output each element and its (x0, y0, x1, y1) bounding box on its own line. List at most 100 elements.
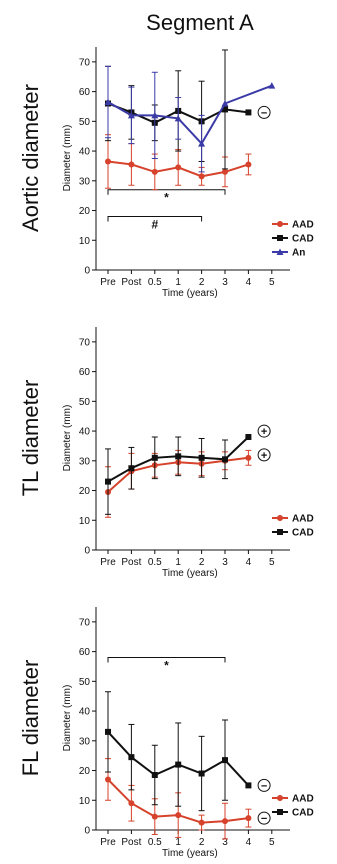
y-tick-label: 10 (79, 796, 91, 807)
y-tick-label: 20 (79, 206, 91, 217)
x-tick-label: 3 (222, 557, 228, 568)
effect-symbol-circle (257, 811, 271, 825)
row-label: TL diameter (18, 380, 43, 497)
data-point (222, 168, 228, 175)
effect-symbol-label: + (261, 450, 267, 462)
y-tick-label: 0 (84, 546, 90, 557)
effect-symbol-label: − (261, 780, 267, 792)
x-tick-label: 4 (246, 837, 252, 848)
effect-symbol-circle (257, 424, 271, 438)
y-tick-label: 60 (79, 87, 91, 98)
legend-marker (277, 809, 283, 815)
effect-symbol-circle (257, 778, 271, 792)
data-point (128, 754, 135, 761)
y-tick-label: 40 (79, 427, 91, 438)
data-point (128, 465, 135, 472)
y-tick-label: 10 (79, 516, 91, 527)
x-tick-label: 5 (269, 837, 275, 848)
data-point (128, 800, 135, 807)
effect-symbol-label: − (261, 107, 267, 119)
x-tick-label: 0.5 (148, 557, 162, 568)
y-tick-label: 70 (79, 617, 91, 628)
legend-label: AAD (292, 220, 314, 231)
data-point (268, 82, 276, 89)
y-axis-label: Diameter (mm) (62, 125, 73, 192)
y-tick-label: 0 (84, 266, 90, 277)
data-point (245, 109, 252, 116)
x-tick-label: 2 (199, 277, 205, 288)
effect-symbol-circle (257, 448, 271, 462)
row-label: Aortic diameter (18, 84, 43, 232)
y-axis-label: Diameter (mm) (62, 405, 73, 472)
x-tick-label: 4 (246, 557, 252, 568)
x-tick-label: Post (121, 277, 141, 288)
data-point (198, 770, 205, 777)
data-point (175, 453, 182, 460)
significance-label: * (164, 191, 169, 205)
y-tick-label: 70 (79, 337, 91, 348)
x-tick-label: 2 (199, 837, 205, 848)
data-point (128, 161, 135, 168)
data-point (221, 99, 229, 107)
legend-label: An (292, 248, 305, 259)
y-tick-label: 60 (79, 647, 91, 658)
data-point (151, 168, 158, 175)
x-tick-label: 1 (175, 837, 181, 848)
legend-marker (277, 235, 283, 241)
data-point (127, 111, 135, 119)
y-tick-label: 40 (79, 147, 91, 158)
x-tick-label: 0.5 (148, 837, 162, 848)
y-tick-label: 50 (79, 397, 91, 408)
data-point (174, 114, 182, 122)
y-tick-label: 70 (79, 57, 91, 68)
data-point (175, 164, 182, 171)
x-tick-label: Post (121, 837, 141, 848)
data-point (151, 771, 158, 778)
series-an (104, 65, 276, 173)
x-tick-label: 5 (269, 277, 275, 288)
segment-title: Segment A (146, 10, 254, 35)
series-cad (105, 434, 252, 515)
y-tick-label: 10 (79, 236, 91, 247)
significance-bracket (107, 215, 203, 222)
data-point (245, 454, 252, 461)
data-point (198, 173, 205, 180)
row-label: FL diameter (18, 660, 43, 777)
data-point (105, 776, 111, 783)
legend-marker (277, 515, 283, 521)
significance-label: * (164, 659, 169, 673)
legend-label: CAD (292, 808, 314, 819)
data-point (198, 454, 205, 461)
data-point (175, 812, 182, 819)
y-tick-label: 30 (79, 176, 91, 187)
x-tick-label: Pre (100, 277, 116, 288)
x-tick-label: 1 (175, 277, 181, 288)
data-point (222, 757, 228, 764)
legend-label: CAD (292, 528, 314, 539)
data-point (245, 161, 252, 168)
chart-panel-1: Aortic diameter Diameter (mm) 0 10 20 30 40 50 6… (18, 47, 314, 299)
x-axis-label: Time (years) (162, 288, 218, 299)
y-tick-label: 50 (79, 677, 91, 688)
x-tick-label: 1 (175, 557, 181, 568)
significance-bracket (107, 657, 226, 663)
data-point (105, 478, 111, 485)
chart-panel-2: TL diameter Diameter (mm) 0 10 20 30 40 50 60 70 P… (18, 327, 314, 579)
x-axis-label: Time (years) (162, 848, 218, 859)
x-tick-label: 2 (199, 557, 205, 568)
x-tick-label: 4 (246, 277, 252, 288)
legend-label: AAD (292, 794, 314, 805)
x-tick-label: 0.5 (148, 277, 162, 288)
legend-marker (277, 795, 283, 801)
y-tick-label: 20 (79, 766, 91, 777)
data-point (104, 98, 112, 106)
series-aad (105, 134, 252, 191)
x-tick-label: Pre (100, 837, 116, 848)
effect-symbol-circle (257, 105, 271, 119)
y-tick-label: 20 (79, 486, 91, 497)
data-point (151, 454, 158, 461)
data-point (222, 456, 228, 463)
y-tick-label: 30 (79, 456, 91, 467)
series-cad (105, 691, 252, 812)
